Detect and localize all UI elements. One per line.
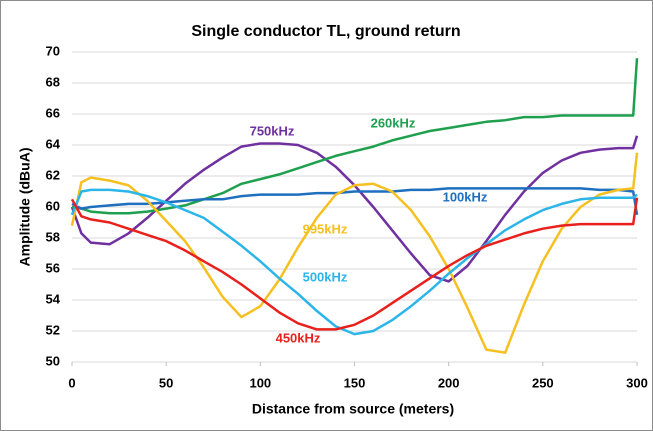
y-tick-label: 54 (46, 291, 61, 306)
x-tick-label: 50 (159, 375, 173, 390)
series-line (70, 197, 639, 331)
y-tick-label: 62 (46, 167, 60, 182)
x-tick-label: 300 (626, 375, 648, 390)
series-label: 500kHz (303, 269, 348, 284)
x-axis-label: Distance from source (meters) (252, 401, 454, 417)
y-tick-label: 66 (46, 105, 60, 120)
chart-title: Single conductor TL, ground return (191, 23, 460, 40)
series-label: 260kHz (371, 115, 416, 130)
y-tick-label: 56 (46, 260, 60, 275)
y-tick-label: 64 (46, 136, 61, 151)
y-tick-label: 52 (46, 322, 60, 337)
y-tick-label: 58 (46, 229, 60, 244)
series-label: 995kHz (303, 221, 348, 236)
series-line (71, 187, 639, 216)
series-line (70, 188, 638, 336)
y-tick-label: 68 (46, 74, 60, 89)
x-tick-label: 250 (532, 375, 554, 390)
series-line (70, 152, 639, 354)
series-line (71, 58, 639, 215)
series-label: 100kHz (443, 189, 488, 204)
x-tick-label: 100 (249, 375, 271, 390)
y-tick-label: 60 (46, 198, 60, 213)
y-axis-label: Amplitude (dBuA) (17, 148, 33, 267)
y-tick-label: 70 (46, 43, 60, 58)
x-tick-label: 200 (438, 375, 460, 390)
series-label: 450kHz (276, 330, 321, 345)
x-tick-label: 0 (68, 375, 75, 390)
series-label: 750kHz (250, 123, 295, 138)
y-tick-label: 50 (46, 353, 60, 368)
x-tick-label: 150 (344, 375, 366, 390)
